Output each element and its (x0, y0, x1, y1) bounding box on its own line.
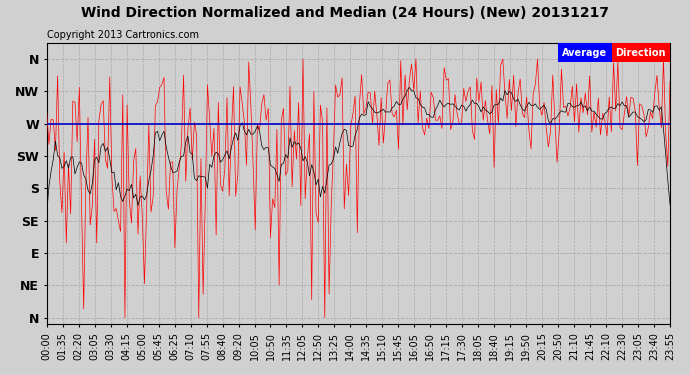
Text: Wind Direction Normalized and Median (24 Hours) (New) 20131217: Wind Direction Normalized and Median (24… (81, 6, 609, 20)
Text: Copyright 2013 Cartronics.com: Copyright 2013 Cartronics.com (47, 30, 199, 40)
